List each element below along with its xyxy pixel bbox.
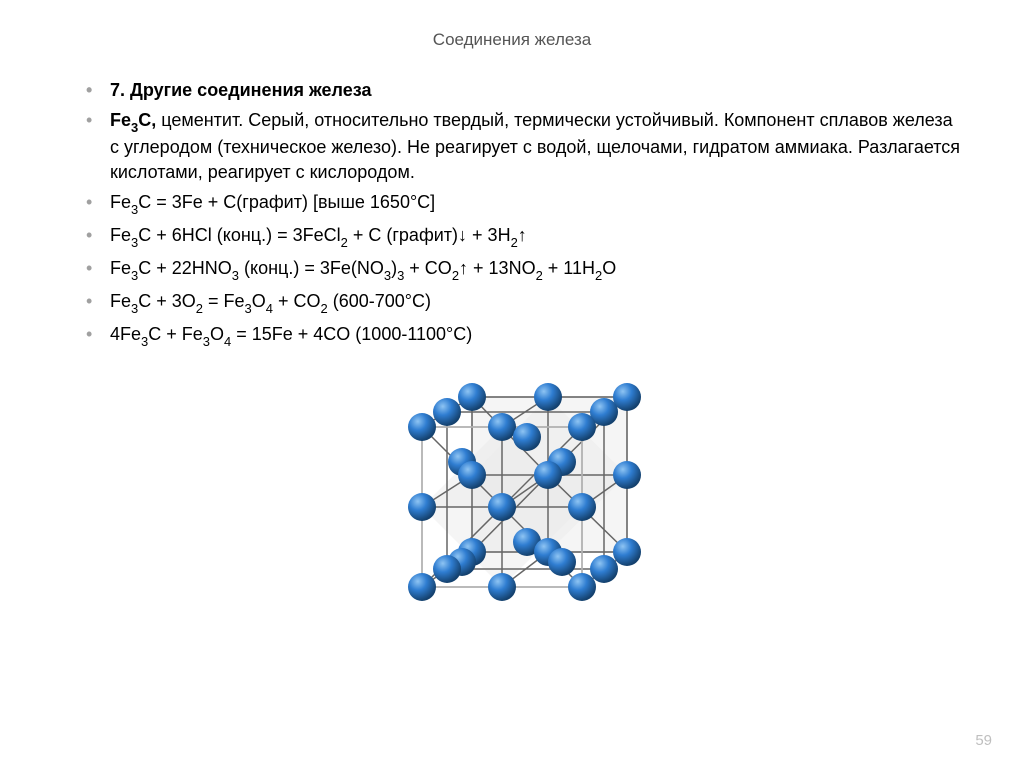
crystal-figure [60, 367, 964, 632]
bullet-b0: 7. Другие соединения железа [86, 78, 964, 102]
bullet-b4: Fe3C + 22HNO3 (конц.) = 3Fe(NO3)3 + CO2↑… [86, 256, 964, 283]
slide-title: Соединения железа [60, 30, 964, 50]
bullet-b5: Fe3C + 3O2 = Fe3O4 + CO2 (600-700°C) [86, 289, 964, 316]
crystal-lattice [362, 367, 662, 632]
lattice-svg [362, 367, 662, 627]
bullet-list: 7. Другие соединения железа Fe3C, цементи… [86, 78, 964, 349]
slide: Соединения железа 7. Другие соединения ж… [0, 0, 1024, 767]
bullet-b2: Fe3C = 3Fe + C(графит) [выше 1650°C] [86, 190, 964, 217]
page-number: 59 [975, 732, 992, 749]
bullet-b1: Fe3C, цементит. Серый, относительно твер… [86, 108, 964, 184]
bullet-b6: 4Fe3C + Fe3O4 = 15Fe + 4CO (1000-1100°C) [86, 322, 964, 349]
bullet-b3: Fe3C + 6HCl (конц.) = 3FeCl2 + C (графит… [86, 223, 964, 250]
